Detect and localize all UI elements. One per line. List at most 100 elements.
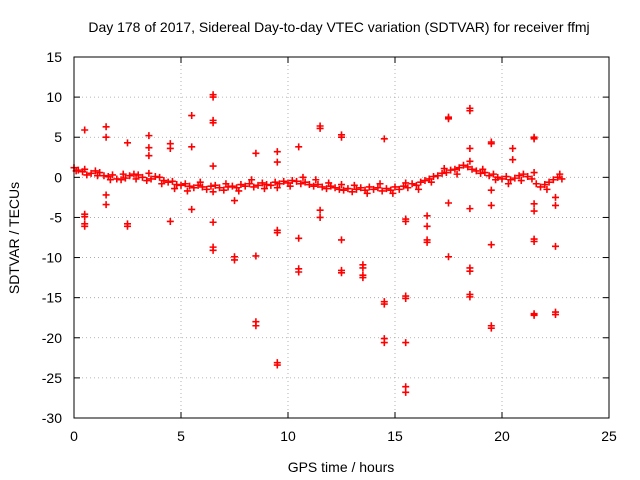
data-point bbox=[455, 164, 463, 172]
data-point bbox=[254, 181, 262, 189]
data-point bbox=[382, 185, 390, 193]
data-point bbox=[519, 170, 527, 178]
data-point bbox=[91, 167, 99, 175]
data-point bbox=[166, 217, 174, 225]
data-point bbox=[171, 185, 179, 193]
data-point bbox=[299, 173, 307, 181]
chart-title: Day 178 of 2017, Sidereal Day-to-day VTE… bbox=[88, 19, 589, 35]
data-point bbox=[528, 175, 536, 183]
data-point bbox=[258, 179, 266, 187]
data-point bbox=[472, 167, 480, 175]
data-point bbox=[145, 144, 153, 152]
data-point bbox=[177, 181, 185, 189]
data-point bbox=[168, 177, 176, 185]
data-point bbox=[145, 169, 153, 177]
data-point bbox=[464, 163, 472, 171]
data-point bbox=[445, 115, 452, 123]
data-point bbox=[314, 181, 322, 189]
data-point bbox=[477, 169, 485, 177]
data-point bbox=[427, 178, 435, 186]
data-point bbox=[466, 144, 474, 152]
data-point bbox=[517, 177, 525, 185]
data-point bbox=[511, 174, 519, 182]
data-point bbox=[207, 182, 215, 190]
data-point bbox=[273, 229, 281, 237]
data-point bbox=[301, 178, 309, 186]
data-point bbox=[126, 172, 134, 180]
data-point bbox=[235, 187, 243, 195]
data-point bbox=[87, 169, 95, 177]
data-point bbox=[402, 294, 410, 302]
data-point bbox=[530, 169, 538, 177]
x-tick-label: 0 bbox=[70, 428, 78, 444]
data-point bbox=[423, 238, 431, 246]
data-point bbox=[102, 201, 110, 209]
data-point bbox=[447, 166, 455, 174]
data-point bbox=[102, 133, 110, 141]
data-point bbox=[198, 183, 206, 191]
data-point bbox=[468, 165, 476, 173]
data-point bbox=[552, 311, 559, 319]
data-point bbox=[318, 183, 326, 191]
data-point bbox=[487, 140, 495, 148]
data-point bbox=[507, 176, 515, 184]
data-point bbox=[487, 186, 495, 194]
data-point bbox=[288, 177, 296, 185]
data-point bbox=[209, 119, 217, 127]
data-point bbox=[380, 300, 388, 308]
data-point bbox=[408, 180, 416, 188]
y-tick-label: -5 bbox=[50, 209, 63, 225]
data-point bbox=[231, 256, 238, 264]
data-point bbox=[338, 269, 345, 277]
data-point bbox=[245, 180, 253, 188]
x-tick-label: 10 bbox=[280, 428, 296, 444]
data-point bbox=[338, 236, 345, 244]
data-point bbox=[504, 180, 512, 188]
data-point bbox=[310, 182, 318, 190]
data-point bbox=[305, 181, 313, 189]
plot-frame bbox=[73, 56, 610, 419]
data-point bbox=[209, 93, 217, 101]
data-point bbox=[376, 180, 384, 188]
data-point bbox=[81, 165, 89, 173]
data-point bbox=[445, 199, 452, 207]
data-point bbox=[524, 173, 532, 181]
data-point bbox=[430, 173, 438, 181]
data-point bbox=[445, 253, 452, 261]
data-point bbox=[222, 180, 230, 188]
data-point bbox=[402, 388, 410, 396]
data-point bbox=[552, 242, 559, 250]
data-point bbox=[509, 144, 517, 152]
data-point bbox=[545, 178, 553, 186]
data-point bbox=[241, 182, 249, 190]
data-point bbox=[348, 188, 356, 196]
data-point bbox=[297, 180, 305, 188]
data-point bbox=[250, 183, 258, 191]
data-point bbox=[237, 181, 245, 189]
data-point bbox=[295, 143, 303, 151]
data-point bbox=[335, 185, 343, 193]
data-point bbox=[344, 185, 352, 193]
data-point bbox=[130, 170, 138, 178]
y-axis-label: SDTVAR / TECUs bbox=[6, 182, 22, 294]
data-point bbox=[147, 175, 155, 183]
y-tick-label: 5 bbox=[54, 129, 62, 145]
data-point bbox=[363, 189, 371, 197]
data-point bbox=[466, 107, 474, 115]
data-point bbox=[267, 181, 275, 189]
data-point bbox=[451, 165, 459, 173]
x-axis-label: GPS time / hours bbox=[288, 459, 395, 475]
data-point bbox=[275, 180, 283, 188]
data-point bbox=[415, 185, 423, 193]
data-point bbox=[209, 218, 217, 226]
data-point bbox=[286, 182, 294, 190]
data-point bbox=[138, 173, 146, 181]
data-point bbox=[402, 217, 410, 225]
data-point bbox=[209, 246, 217, 254]
data-point bbox=[271, 178, 279, 186]
data-point bbox=[231, 197, 238, 205]
y-tick-label: 10 bbox=[46, 89, 62, 105]
data-point bbox=[295, 268, 303, 276]
data-point bbox=[389, 189, 397, 197]
